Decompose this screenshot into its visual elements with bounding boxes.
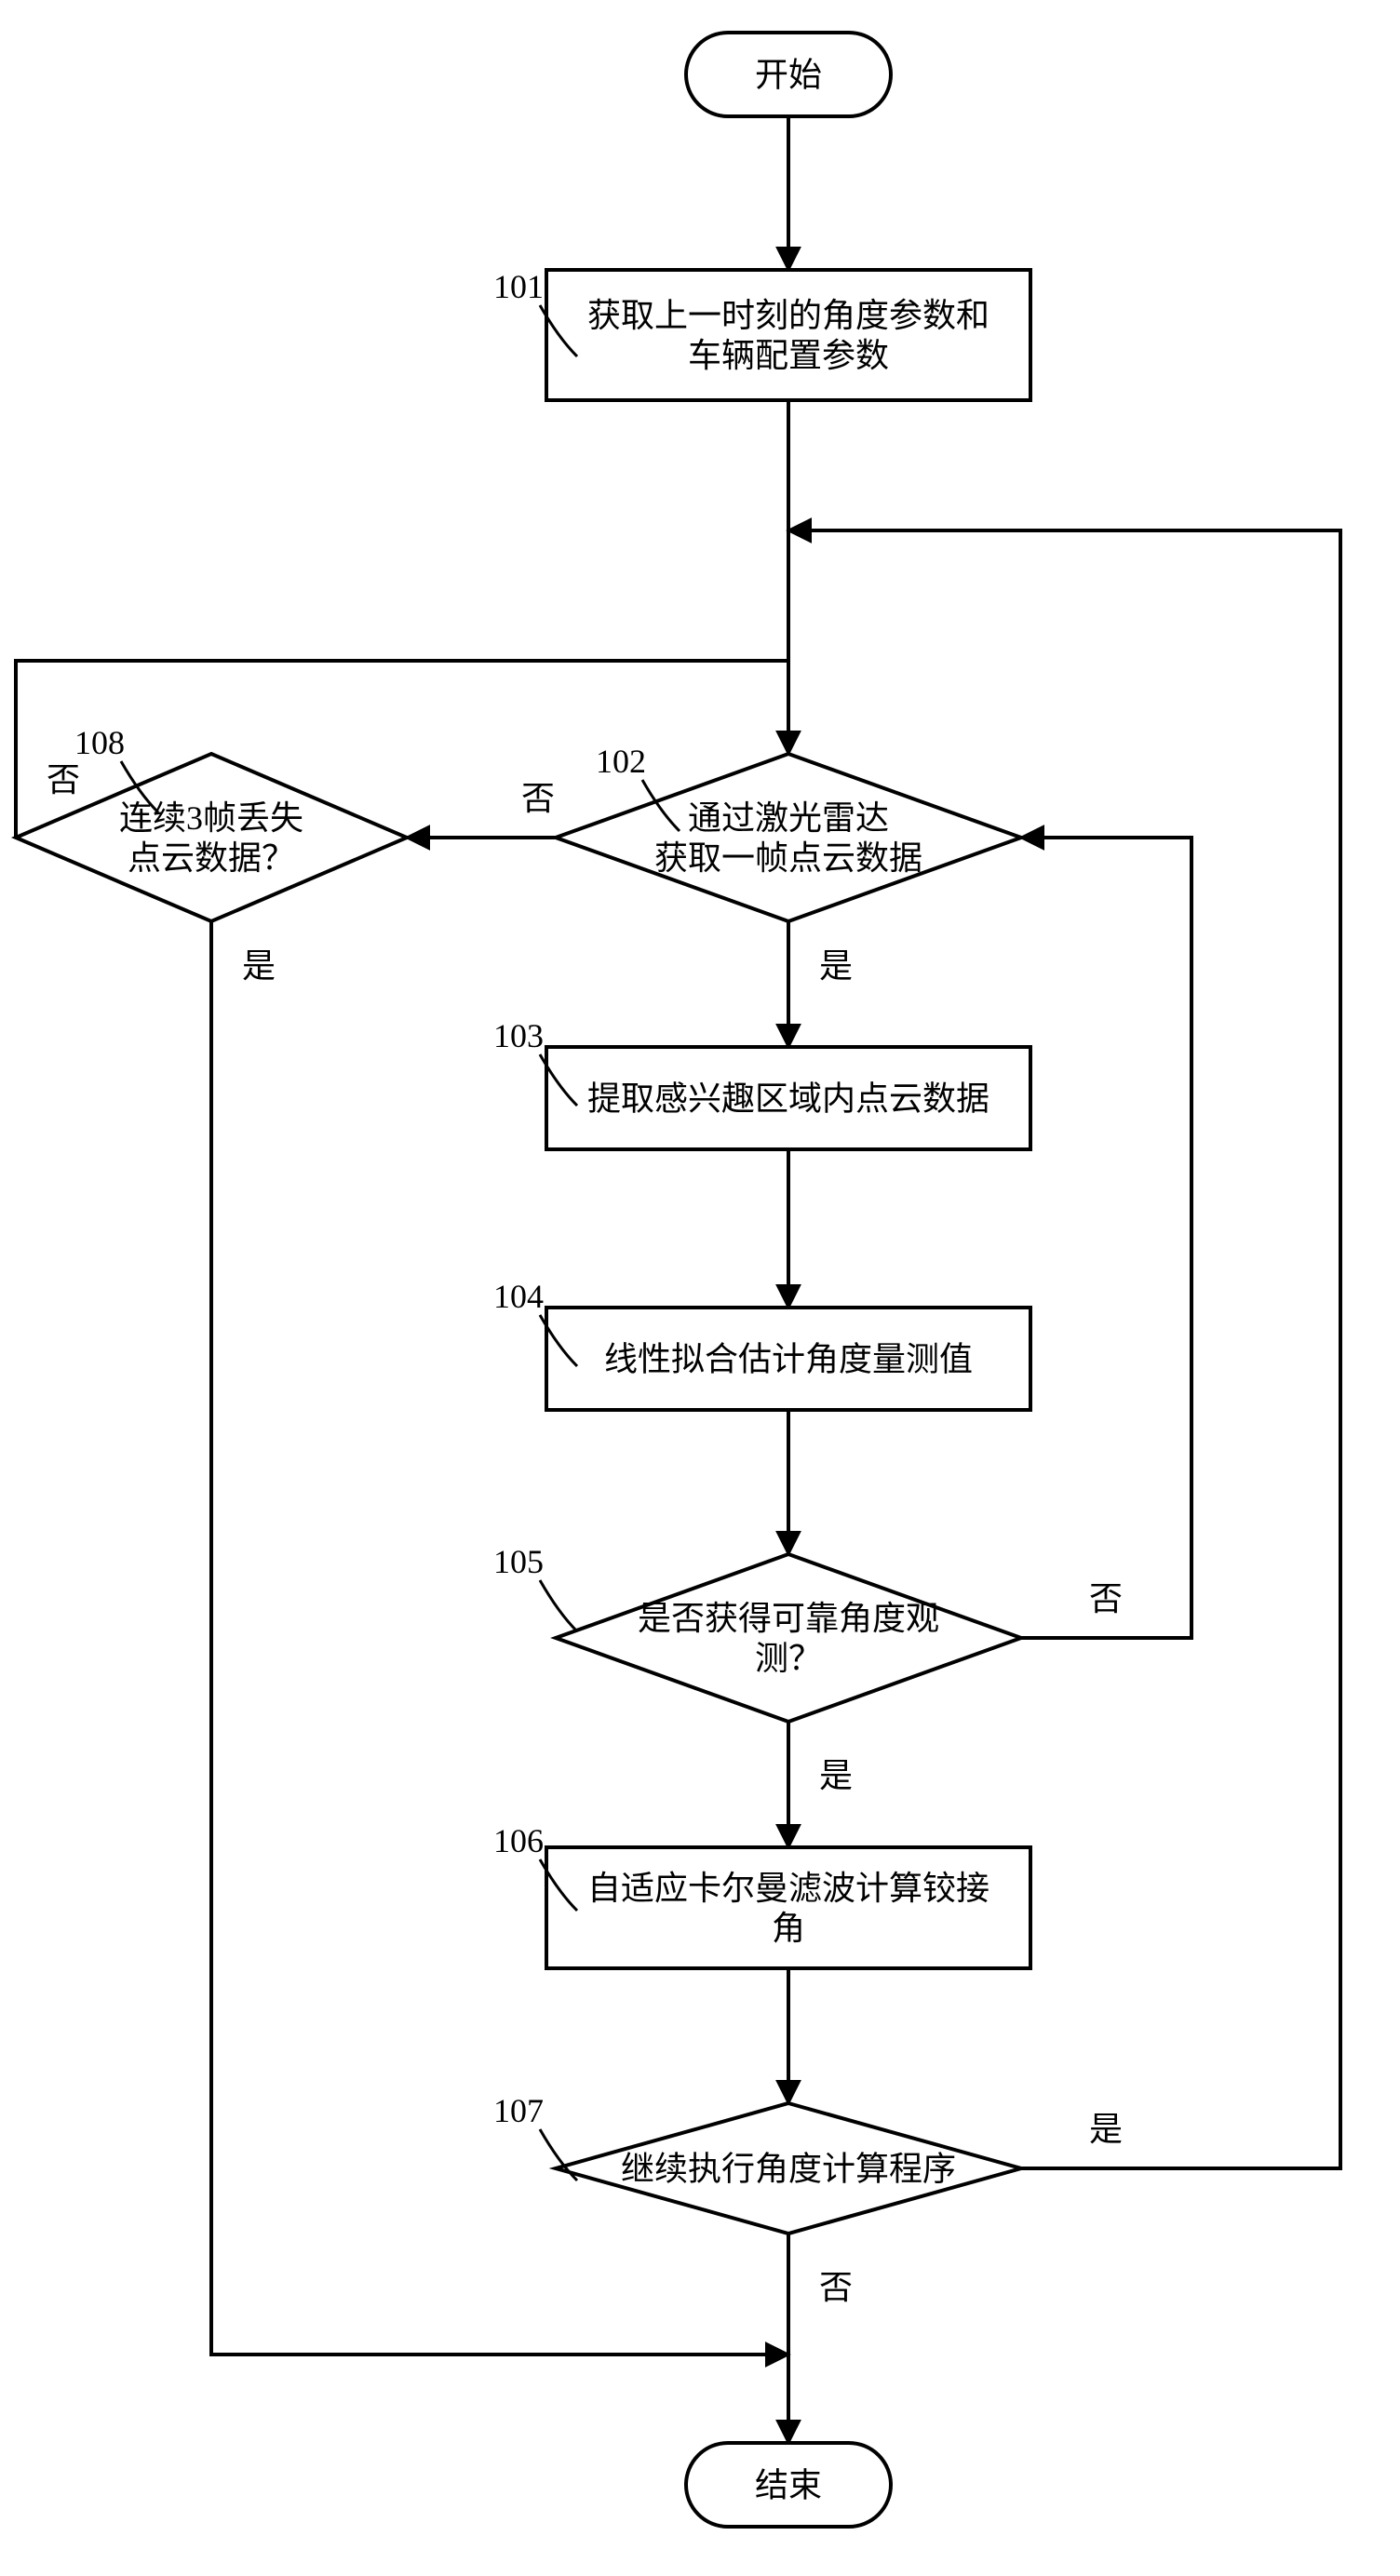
node-text: 开始 [755, 57, 822, 94]
node-tag: 102 [596, 743, 646, 780]
node-tag: 103 [493, 1017, 544, 1054]
edge-label: 是 [819, 947, 853, 985]
node-text: 自适应卡尔曼滤波计算铰接 [587, 1870, 989, 1907]
flow-edge [1021, 838, 1191, 1638]
node-end: 结束 [686, 2443, 891, 2527]
node-text: 车辆配置参数 [688, 337, 889, 374]
node-tag: 105 [493, 1543, 544, 1580]
node-text: 点云数据？ [128, 839, 295, 877]
node-tag: 101 [493, 268, 544, 305]
node-text: 继续执行角度计算程序 [621, 2151, 956, 2188]
edge-label: 否 [47, 761, 80, 798]
node-text: 提取感兴趣区域内点云数据 [587, 1080, 989, 1118]
node-text: 是否获得可靠角度观 [638, 1600, 939, 1637]
tag-leader [540, 1580, 577, 1631]
node-text: 获取一帧点云数据 [654, 839, 922, 877]
edge-label: 是 [242, 947, 276, 985]
node-tag: 106 [493, 1822, 544, 1859]
node-tag: 104 [493, 1278, 544, 1315]
node-text: 连续3帧丢失 [119, 799, 303, 837]
node-text: 获取上一时刻的角度参数和 [587, 297, 989, 334]
node-text: 通过激光雷达 [688, 799, 889, 837]
node-text: 线性拟合估计角度量测值 [604, 1341, 973, 1378]
node-n105 [556, 1554, 1021, 1722]
node-text: 结束 [755, 2467, 822, 2504]
node-start: 开始 [686, 33, 891, 116]
edge-label: 否 [819, 2269, 853, 2306]
edge-label: 是 [1089, 2111, 1123, 2148]
node-tag: 107 [493, 2092, 544, 2129]
edge-label: 是 [819, 1757, 853, 1794]
node-tag: 108 [74, 724, 125, 761]
node-text: 测？ [755, 1640, 822, 1677]
node-n106 [546, 1847, 1030, 1968]
node-n101 [546, 270, 1030, 400]
edges-layer: 否否是是否是否是 [16, 116, 1340, 2443]
edge-label: 否 [1089, 1580, 1123, 1617]
tag-leader [540, 2129, 577, 2180]
nodes-layer: 开始获取上一时刻的角度参数和车辆配置参数 101 通过激光雷达获取一帧点云数据 102… [16, 33, 1030, 2527]
node-text: 角 [772, 1910, 805, 1947]
edge-label: 否 [521, 780, 555, 817]
